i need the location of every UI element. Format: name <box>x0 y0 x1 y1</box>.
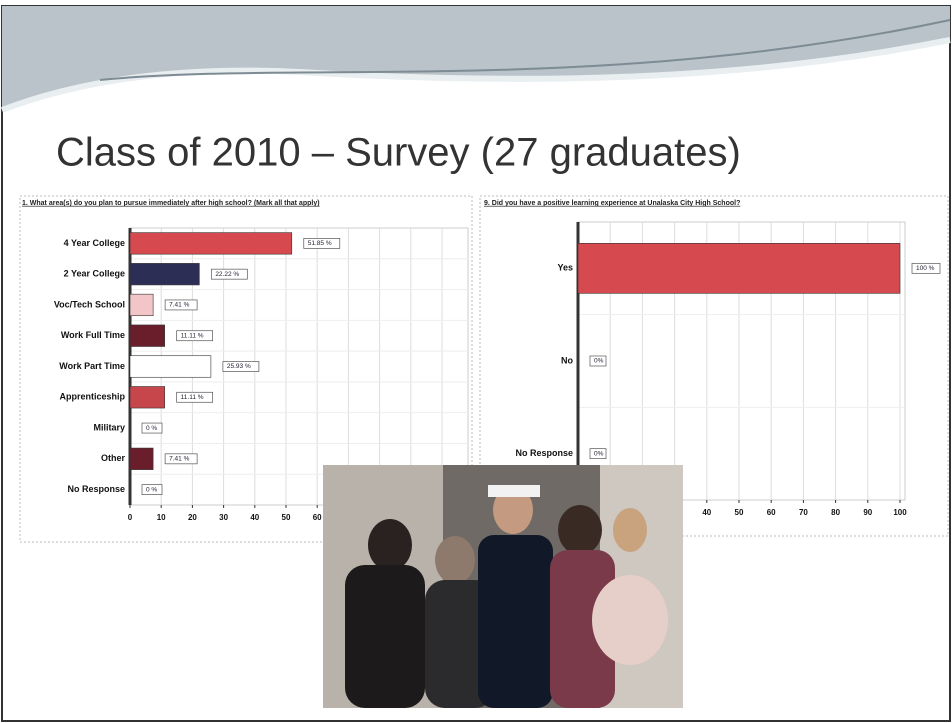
value-label-box <box>176 391 214 403</box>
value-label-box <box>164 299 198 311</box>
value-label-box <box>164 453 198 465</box>
x-tick-label: 100 <box>893 508 907 517</box>
photo-person <box>493 486 533 534</box>
value-label-box <box>589 355 607 367</box>
chart-title: 9. Did you have a positive learning expe… <box>484 200 740 207</box>
y-tick-label: Voc/Tech School <box>54 299 125 309</box>
y-tick-label: No Response <box>515 448 573 458</box>
y-tick-label: 2 Year College <box>64 269 125 279</box>
photo-person <box>558 505 602 555</box>
value-label: 22.22 % <box>215 271 239 278</box>
x-tick-label: 80 <box>831 508 840 517</box>
photo-person <box>550 550 615 708</box>
y-tick-label: Military <box>93 422 125 432</box>
value-label: 7.41 % <box>169 456 189 463</box>
x-tick-label: 50 <box>735 508 744 517</box>
banner <box>2 6 950 110</box>
y-tick-label: Work Part Time <box>59 361 125 371</box>
value-label-box <box>303 238 341 249</box>
x-tick-label: 50 <box>282 513 291 522</box>
value-label: 0 % <box>146 486 157 493</box>
x-tick-label: 40 <box>250 513 259 522</box>
photo-cap <box>488 485 540 497</box>
banner-line <box>99 19 951 81</box>
x-tick-label: 20 <box>188 513 197 522</box>
photo-person <box>425 580 495 708</box>
value-label-box <box>222 361 260 372</box>
value-label-box <box>141 422 163 434</box>
y-tick-label: 4 Year College <box>64 238 125 248</box>
photo-person <box>613 508 647 552</box>
x-tick-label: 10 <box>157 513 166 522</box>
photo-person <box>435 536 475 584</box>
x-tick-label: 0 <box>128 513 133 522</box>
bar <box>129 355 212 378</box>
x-tick-label: 30 <box>219 513 228 522</box>
photo-person <box>368 519 412 571</box>
bar <box>129 293 154 317</box>
value-label-box <box>911 262 941 274</box>
chart-title: 1. What area(s) do you plan to pursue im… <box>22 200 320 207</box>
value-label-box <box>589 448 607 460</box>
bar <box>577 243 901 294</box>
value-label: 7.41 % <box>169 302 189 309</box>
bar <box>129 263 200 286</box>
bar <box>129 232 293 255</box>
bar <box>129 447 154 470</box>
value-label-box <box>176 330 214 342</box>
value-label: 51.85 % <box>308 240 332 247</box>
photo-person <box>592 575 668 665</box>
value-label: 0% <box>594 450 604 457</box>
value-label-box <box>141 484 163 495</box>
bar <box>129 386 165 409</box>
photo <box>323 465 683 708</box>
bar <box>129 324 165 347</box>
x-tick-label: 60 <box>313 513 322 522</box>
y-tick-label: No <box>561 355 573 365</box>
x-tick-label: 70 <box>799 508 808 517</box>
banner-wave <box>0 37 951 113</box>
x-tick-label: 40 <box>702 508 711 517</box>
value-label: 25.93 % <box>227 363 251 370</box>
value-label: 100 % <box>916 265 935 272</box>
value-label: 11.11 % <box>181 394 204 401</box>
value-label: 0 % <box>146 425 157 432</box>
value-label: 11.11 % <box>181 332 204 339</box>
x-tick-label: 90 <box>863 508 872 517</box>
value-label-box <box>210 268 248 280</box>
y-tick-label: Work Full Time <box>61 330 125 340</box>
charts: 1. What area(s) do you plan to pursue im… <box>22 200 941 522</box>
y-tick-label: No Response <box>67 484 125 494</box>
photo-person <box>345 565 425 708</box>
x-tick-label: 60 <box>767 508 776 517</box>
photo-uniform <box>478 535 553 708</box>
slide-title: Class of 2010 – Survey (27 graduates) <box>56 131 741 175</box>
y-tick-label: Other <box>101 453 126 463</box>
value-label: 0% <box>594 358 604 365</box>
y-tick-label: Apprenticeship <box>59 392 125 402</box>
y-tick-label: Yes <box>557 263 573 273</box>
